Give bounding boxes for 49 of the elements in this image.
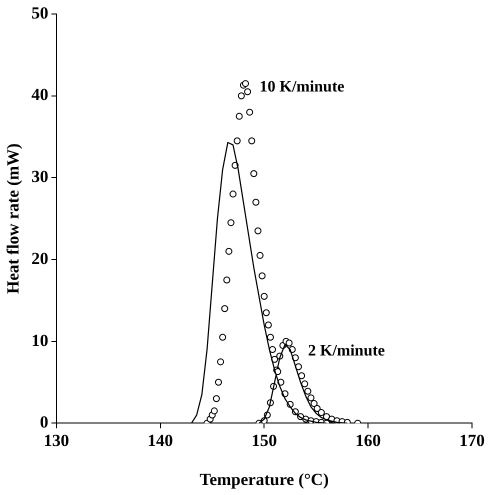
- point: [214, 378, 222, 386]
- point: [236, 112, 243, 120]
- point: [264, 321, 272, 328]
- point: [234, 137, 241, 144]
- point: [248, 137, 256, 144]
- point: [307, 394, 314, 402]
- annotation: 10 K/minute: [260, 78, 344, 96]
- point: [219, 334, 226, 341]
- point: [223, 276, 230, 284]
- point: [310, 400, 318, 408]
- point: [242, 80, 249, 88]
- point: [217, 358, 224, 366]
- y-tick-label: 10: [31, 330, 48, 350]
- point: [304, 388, 312, 395]
- point: [238, 92, 245, 100]
- point: [258, 272, 266, 280]
- point: [210, 407, 218, 414]
- point: [269, 346, 276, 354]
- x-axis-title: Temperature (°C): [200, 470, 329, 490]
- y-tick-label: 20: [31, 248, 48, 268]
- y-axis-title: Heat flow rate (mW): [4, 143, 23, 294]
- point: [221, 305, 228, 312]
- x-tick-label: 130: [44, 430, 70, 450]
- point: [286, 339, 293, 346]
- x-tick-label: 140: [148, 430, 174, 450]
- y-tick-label: 50: [31, 3, 48, 22]
- x-tick-label: 150: [251, 430, 277, 450]
- point: [252, 198, 260, 206]
- point: [225, 248, 232, 255]
- point: [314, 404, 321, 412]
- point: [254, 227, 262, 234]
- point: [260, 292, 268, 300]
- point: [301, 380, 308, 388]
- point: [318, 409, 325, 416]
- y-tick-label: 40: [31, 85, 48, 104]
- point: [230, 190, 237, 198]
- point: [266, 334, 274, 341]
- y-tick-label: 0: [40, 412, 48, 432]
- point: [227, 219, 234, 226]
- point: [256, 252, 264, 259]
- point: [250, 170, 258, 178]
- x-tick-label: 160: [355, 430, 381, 450]
- point: [262, 309, 270, 316]
- point: [212, 395, 220, 402]
- y-tick-label: 30: [31, 167, 48, 186]
- point: [246, 108, 254, 116]
- annotation: 2 K/minute: [308, 342, 385, 360]
- point: [244, 88, 252, 96]
- x-tick-label: 170: [459, 430, 485, 450]
